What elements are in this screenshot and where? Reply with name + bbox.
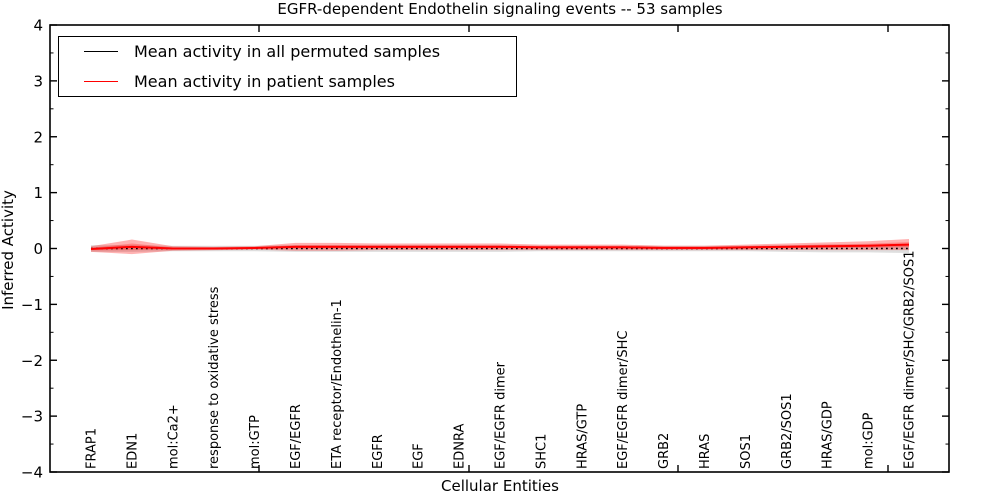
x-category-label: HRAS/GDP bbox=[821, 401, 836, 469]
y-tick-label: 4 bbox=[33, 17, 43, 35]
x-category-label: EGF/EGFR dimer/SHC bbox=[616, 331, 631, 469]
y-tick-label: −3 bbox=[21, 408, 43, 426]
x-category-label: EGF/EGFR dimer bbox=[494, 361, 509, 469]
x-category-label: ETA receptor/Endothelin-1 bbox=[330, 299, 345, 469]
x-axis-label: Cellular Entities bbox=[441, 477, 559, 495]
y-tick-label: −4 bbox=[21, 464, 43, 482]
chart-title: EGFR-dependent Endothelin signaling even… bbox=[277, 0, 723, 18]
x-category-label: EGF/EGFR bbox=[289, 404, 304, 469]
x-category-label: EDNRA bbox=[453, 424, 468, 469]
x-category-label: EGF bbox=[412, 443, 427, 469]
x-category-label: HRAS bbox=[698, 434, 713, 469]
legend-line-sample-0 bbox=[84, 51, 118, 53]
legend-item-label: Mean activity in all permuted samples bbox=[134, 42, 441, 62]
y-tick-label: 3 bbox=[33, 72, 43, 90]
y-axis-label: Inferred Activity bbox=[0, 190, 17, 310]
legend-item-label: Mean activity in patient samples bbox=[134, 71, 395, 91]
legend-item: Mean activity in patient samples bbox=[59, 67, 516, 95]
x-category-label: EGF/EGFR dimer/SHC/GRB2/SOS1 bbox=[903, 251, 918, 470]
axes-frame bbox=[49, 24, 950, 473]
x-category-label: response to oxidative stress bbox=[207, 286, 222, 469]
y-tick-label: −1 bbox=[21, 296, 43, 314]
line-patient-mean bbox=[90, 243, 910, 251]
x-category-label: mol:GDP bbox=[862, 412, 877, 469]
y-tick-label: 1 bbox=[33, 184, 43, 202]
x-category-label: GRB2 bbox=[657, 433, 672, 469]
y-tick-label: 2 bbox=[33, 128, 43, 146]
x-category-label: EGFR bbox=[371, 434, 386, 469]
x-category-label: SHC1 bbox=[534, 434, 549, 469]
y-tick-label: −2 bbox=[21, 352, 43, 370]
x-category-label: HRAS/GTP bbox=[575, 404, 590, 469]
x-category-label: mol:Ca2+ bbox=[166, 404, 181, 469]
x-category-label: EDN1 bbox=[125, 433, 140, 469]
legend: Mean activity in all permuted samples Mea… bbox=[58, 36, 517, 97]
legend-item: Mean activity in all permuted samples bbox=[59, 38, 516, 66]
x-category-label: mol:GTP bbox=[248, 415, 263, 469]
x-category-label: SOS1 bbox=[739, 434, 754, 469]
x-category-label: FRAP1 bbox=[85, 428, 100, 469]
y-tick-label: 0 bbox=[33, 240, 43, 258]
x-category-label: GRB2/SOS1 bbox=[780, 393, 795, 469]
legend-line-sample-1 bbox=[84, 80, 118, 82]
